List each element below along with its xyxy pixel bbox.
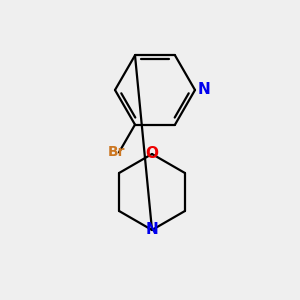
Text: Br: Br <box>108 146 126 159</box>
Text: N: N <box>146 223 158 238</box>
Text: N: N <box>198 82 211 98</box>
Text: O: O <box>146 146 158 161</box>
